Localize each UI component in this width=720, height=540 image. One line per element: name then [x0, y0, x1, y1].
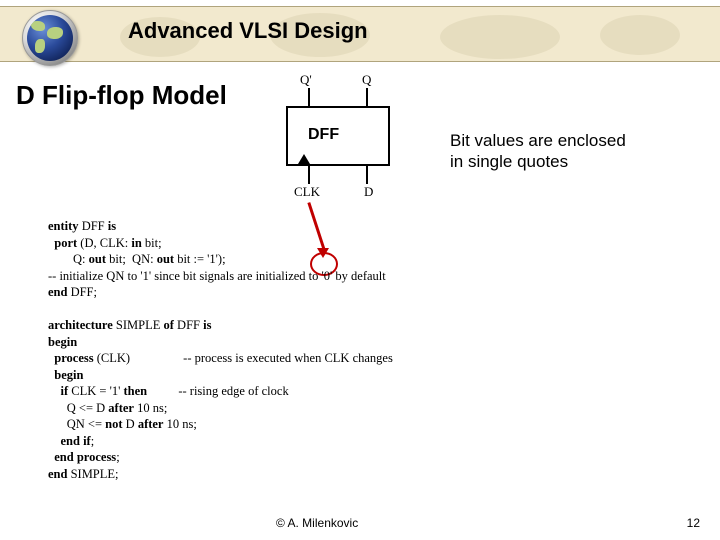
pin-q: Q — [362, 72, 371, 88]
globe-icon — [27, 15, 73, 61]
pin-q-prime: Q' — [300, 72, 312, 88]
annotation-line1: Bit values are enclosed — [450, 130, 626, 151]
footer-copyright: © A. Milenkovic — [276, 516, 358, 530]
pin-d: D — [364, 184, 373, 200]
annotation-text: Bit values are enclosed in single quotes — [450, 130, 626, 173]
footer-page-number: 12 — [687, 516, 700, 530]
slide-title: D Flip-flop Model — [16, 80, 227, 111]
pin-clk: CLK — [294, 184, 320, 200]
header-title: Advanced VLSI Design — [128, 18, 368, 44]
dff-block-label: DFF — [308, 126, 339, 144]
clock-edge-icon — [298, 154, 310, 164]
vhdl-code: entity DFF is port (D, CLK: in bit; Q: o… — [48, 218, 393, 482]
dff-symbol: DFF Q' Q CLK D — [268, 88, 408, 193]
annotation-line2: in single quotes — [450, 151, 626, 172]
